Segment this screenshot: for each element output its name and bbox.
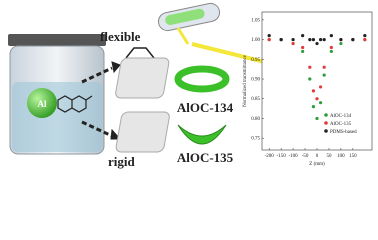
y-tick-label: 0.95 bbox=[251, 58, 260, 63]
point bbox=[351, 38, 355, 42]
crystal-plate bbox=[115, 57, 170, 99]
y-tick-label: 0.85 bbox=[251, 97, 260, 102]
chart: 0.75 0.80 0.85 0.90 0.95 1.00 1.05 -200 -150 -100… bbox=[243, 11, 373, 167]
y-tick-label: 0.80 bbox=[251, 117, 260, 122]
ring bbox=[174, 65, 230, 93]
point bbox=[308, 77, 312, 81]
point bbox=[291, 38, 295, 42]
y-tick-label: 0.90 bbox=[251, 78, 260, 83]
point bbox=[267, 34, 271, 38]
point bbox=[279, 38, 283, 42]
linker-flexible bbox=[125, 47, 155, 59]
product-label: AlOC-135 bbox=[177, 150, 234, 165]
point bbox=[291, 41, 295, 46]
x-tick-label: -200 bbox=[265, 154, 275, 159]
x-tick-label: -50 bbox=[302, 154, 309, 159]
x-tick-label: -100 bbox=[289, 154, 299, 159]
point bbox=[318, 101, 323, 105]
point bbox=[363, 38, 367, 42]
point bbox=[318, 38, 323, 42]
x-tick-label: 150 bbox=[349, 154, 357, 159]
arrows bbox=[81, 61, 122, 140]
legend-label: AlOC-134 bbox=[330, 114, 352, 119]
y-axis-label: Normalized transmittance bbox=[243, 54, 248, 107]
point bbox=[301, 45, 305, 50]
point bbox=[322, 73, 326, 77]
point bbox=[301, 49, 305, 54]
point bbox=[315, 97, 319, 101]
y-tick-label: 1.05 bbox=[251, 18, 260, 23]
x-tick-label: 50 bbox=[326, 154, 332, 159]
flexible-label: flexible bbox=[100, 29, 141, 44]
crystal-plate bbox=[115, 111, 170, 153]
point bbox=[315, 41, 319, 46]
point bbox=[267, 38, 271, 42]
plot-area bbox=[261, 11, 373, 151]
point bbox=[329, 34, 333, 38]
x-tick-label: 100 bbox=[337, 154, 345, 159]
point bbox=[318, 85, 323, 89]
point bbox=[322, 38, 326, 42]
rigid-label: rigid bbox=[108, 154, 135, 169]
point bbox=[329, 49, 333, 54]
ring bbox=[177, 124, 227, 145]
point bbox=[311, 89, 316, 93]
y-tick-label: 1.00 bbox=[251, 38, 260, 43]
point bbox=[339, 38, 343, 42]
x-tick-label: 0 bbox=[316, 154, 319, 159]
legend-marker bbox=[324, 121, 328, 125]
graphic: Al flexible rigid AlOC-134 AlOC-135 0.75… bbox=[8, 2, 373, 169]
point bbox=[311, 105, 316, 109]
point bbox=[308, 38, 312, 42]
legend-label: AlOC-135 bbox=[330, 122, 352, 127]
point bbox=[315, 116, 319, 121]
point bbox=[322, 65, 326, 69]
legend-marker bbox=[324, 129, 328, 133]
point bbox=[329, 45, 333, 50]
point bbox=[301, 34, 305, 38]
jar bbox=[8, 34, 106, 155]
metal-label: Al bbox=[38, 99, 47, 109]
legend-label: PDMS-based bbox=[330, 130, 357, 135]
point bbox=[339, 41, 343, 46]
x-axis-label: Z (mm) bbox=[309, 162, 325, 167]
point bbox=[363, 34, 367, 38]
legend-marker bbox=[324, 113, 328, 117]
y-tick-label: 0.75 bbox=[251, 137, 260, 142]
x-tick-label: -150 bbox=[277, 154, 287, 159]
point bbox=[311, 38, 316, 42]
point bbox=[308, 65, 312, 69]
product-label: AlOC-134 bbox=[177, 100, 234, 115]
